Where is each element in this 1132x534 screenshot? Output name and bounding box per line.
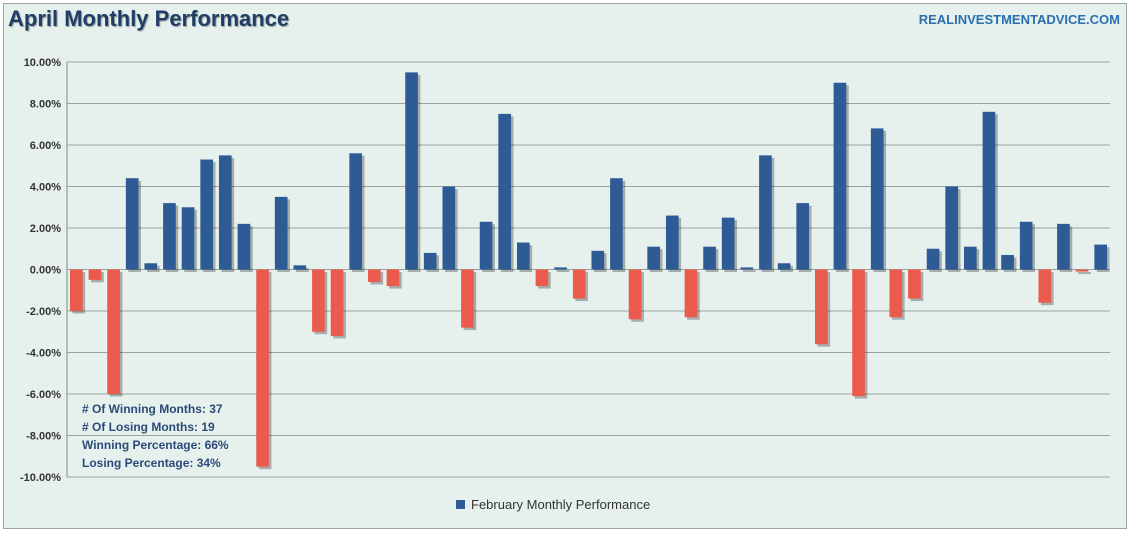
y-tick-label: -6.00% [26, 389, 61, 401]
y-tick-label: -4.00% [26, 348, 61, 360]
y-axis: 10.00% 8.00% 6.00% 4.00% 2.00% 0.00% -2.00% -4.… [20, 57, 68, 484]
bar-negative [386, 269, 400, 287]
bar-positive [218, 155, 232, 270]
bar-negative [107, 269, 120, 394]
bar-positive [1019, 221, 1033, 270]
legend: February Monthly Performance [456, 497, 650, 512]
bar-positive [610, 178, 623, 270]
bar-positive [163, 203, 176, 270]
bar-positive [144, 263, 158, 270]
bar-positive [982, 111, 996, 270]
bar-positive [870, 128, 884, 270]
bar-positive [293, 265, 307, 270]
bar-negative [889, 269, 903, 318]
y-tick-label: -2.00% [26, 306, 61, 318]
bar-negative [814, 269, 828, 345]
bar-positive [1001, 254, 1014, 270]
legend-swatch [456, 500, 465, 509]
bar-negative [69, 269, 83, 311]
bar-negative [628, 269, 642, 320]
bar-positive [740, 267, 754, 270]
bar-positive [759, 155, 772, 270]
y-tick-label: 2.00% [30, 223, 61, 235]
bar-negative [1075, 269, 1089, 272]
y-tick-label: -8.00% [26, 431, 61, 443]
bar-positive [926, 248, 940, 270]
bar-positive [833, 82, 847, 270]
bar-negative [367, 269, 381, 282]
bar-negative [461, 269, 474, 328]
brand-watermark: REALINVESTMENTADVICE.COM [918, 12, 1120, 27]
stat-losing-months: # Of Losing Months: 19 [82, 420, 215, 434]
bar-negative [852, 269, 865, 397]
bar-positive [963, 246, 977, 270]
bar-negative [535, 269, 549, 287]
y-tick-label: -10.00% [20, 472, 61, 484]
y-tick-label: 6.00% [30, 140, 61, 152]
bar-positive [554, 267, 567, 270]
bar-positive [721, 217, 735, 270]
y-tick-label: 0.00% [30, 265, 61, 277]
bar-negative [908, 269, 921, 299]
bar-positive [200, 159, 214, 270]
y-tick-label: 8.00% [30, 99, 61, 111]
stat-losing-percentage: Losing Percentage: 34% [82, 456, 221, 470]
bar-positive [274, 196, 288, 270]
bar-positive [777, 263, 791, 270]
bar-positive [423, 252, 437, 270]
y-tick-label: 4.00% [30, 182, 61, 194]
bar-positive [181, 207, 195, 270]
bar-positive [796, 203, 810, 270]
bar-negative [88, 269, 102, 280]
gridlines [67, 61, 1110, 478]
bar-negative [312, 269, 325, 332]
bar-positive [498, 113, 512, 270]
bars [69, 72, 1110, 470]
bar-negative [330, 269, 344, 336]
bar-positive [442, 186, 456, 270]
bar-negative [572, 269, 586, 299]
bar-positive [479, 221, 493, 270]
bar-shadow [556, 269, 570, 272]
bar-positive [703, 246, 716, 270]
bar-shadow [295, 267, 309, 272]
bar-positive [237, 223, 251, 270]
bar-positive [349, 153, 363, 270]
bar-positive [125, 178, 139, 270]
bar-shadow [1078, 272, 1091, 275]
stat-winning-months: # Of Winning Months: 37 [82, 402, 223, 416]
bar-positive [1057, 223, 1070, 270]
bar-positive [1094, 244, 1108, 270]
bar-positive [665, 215, 679, 270]
bar-negative [256, 269, 269, 467]
bar-negative [684, 269, 698, 318]
bar-shadow [742, 269, 756, 272]
bar-positive [516, 242, 530, 270]
chart-title: April Monthly Performance [8, 6, 290, 31]
bar-positive [945, 186, 959, 270]
bar-negative [1038, 269, 1052, 303]
bar-positive [591, 250, 605, 270]
bar-positive [405, 72, 418, 270]
legend-label: February Monthly Performance [471, 497, 651, 512]
stats-box: # Of Winning Months: 37 # Of Losing Mont… [82, 400, 229, 472]
y-tick-label: 10.00% [24, 57, 62, 69]
bar-positive [647, 246, 661, 270]
stat-winning-percentage: Winning Percentage: 66% [82, 438, 229, 452]
